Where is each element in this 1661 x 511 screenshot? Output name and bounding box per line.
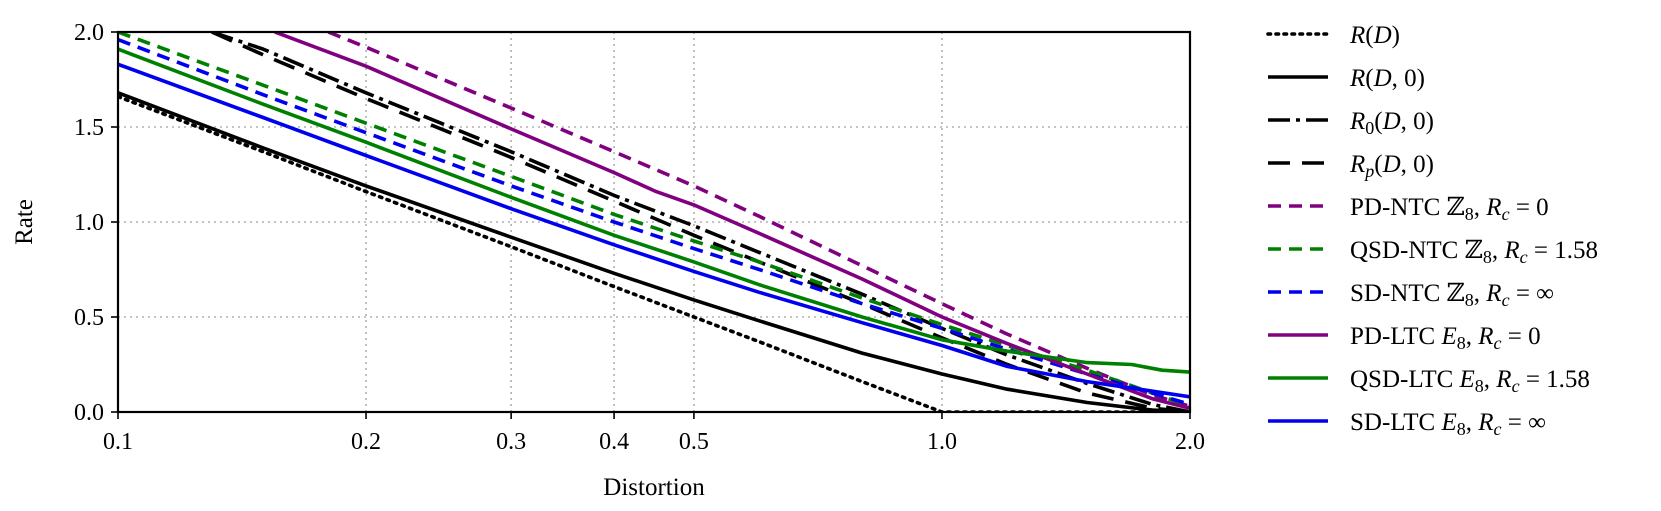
series-line-r-d-0 (118, 91, 1190, 412)
series-line-sd-ltc (118, 62, 1190, 399)
legend-item-r-d-0: R(D, 0) (1268, 65, 1425, 92)
legend-item-rp-d-0: Rp(D, 0) (1268, 151, 1434, 181)
y-tick-label: 0.0 (74, 400, 104, 426)
legend-label: R0(D, 0) (1349, 108, 1434, 138)
y-tick-label: 2.0 (74, 20, 104, 46)
y-tick-label: 1.5 (74, 115, 104, 141)
legend-label: R(D) (1349, 22, 1400, 49)
legend-item-qsd-ntc: QSD-NTC ℤ8, Rc = 1.58 (1268, 237, 1598, 267)
series-line-r0-d-0 (211, 32, 1190, 412)
x-tick-label: 2.0 (1175, 429, 1205, 455)
x-tick-label: 0.3 (496, 429, 526, 455)
series-line-sd-ntc (118, 37, 1190, 407)
legend-item-sd-ntc: SD-NTC ℤ8, Rc = ∞ (1268, 280, 1554, 310)
series-lines (118, 32, 1190, 412)
legend-label: SD-LTC E8, Rc = ∞ (1350, 409, 1546, 439)
x-tick-label: 1.0 (927, 429, 957, 455)
x-axis-title: Distortion (603, 474, 705, 501)
legend: R(D) R(D, 0) R0(D, 0) Rp(D, 0) PD-NTC ℤ8, Rc… (1266, 22, 1598, 439)
x-tick-label: 0.2 (351, 429, 381, 455)
y-axis-title: Rate (11, 199, 38, 245)
legend-label: QSD-LTC E8, Rc = 1.58 (1350, 366, 1590, 396)
legend-item-pd-ntc: PD-NTC ℤ8, Rc = 0 (1268, 194, 1549, 224)
legend-label: SD-NTC ℤ8, Rc = ∞ (1350, 280, 1554, 310)
series-line-pd-ltc (274, 32, 1190, 410)
series-line-r-d (118, 94, 1190, 412)
legend-label: PD-LTC E8, Rc = 0 (1350, 323, 1541, 353)
y-tick-label: 1.0 (74, 210, 104, 236)
legend-label: Rp(D, 0) (1349, 151, 1434, 181)
legend-item-sd-ltc: SD-LTC E8, Rc = ∞ (1268, 409, 1546, 439)
legend-label: QSD-NTC ℤ8, Rc = 1.58 (1350, 237, 1598, 267)
legend-label: R(D, 0) (1349, 65, 1425, 92)
legend-label: PD-NTC ℤ8, Rc = 0 (1350, 194, 1549, 224)
y-tick-label: 0.5 (74, 305, 104, 331)
series-line-qsd-ntc (118, 32, 1190, 408)
legend-item-r0-d-0: R0(D, 0) (1268, 108, 1434, 138)
x-tick-label: 0.4 (599, 429, 629, 455)
series-line-qsd-ltc (118, 47, 1190, 374)
x-tick-label: 0.5 (679, 429, 709, 455)
x-tick-label: 0.1 (103, 429, 133, 455)
legend-item-r-d: R(D) (1266, 22, 1400, 49)
legend-item-pd-ltc: PD-LTC E8, Rc = 0 (1268, 323, 1541, 353)
axes: 0.1 0.2 0.3 0.4 0.5 1.0 2.0 0.0 0.5 1.0 1.5 2.0 (74, 20, 1205, 455)
legend-item-qsd-ltc: QSD-LTC E8, Rc = 1.58 (1268, 366, 1590, 396)
